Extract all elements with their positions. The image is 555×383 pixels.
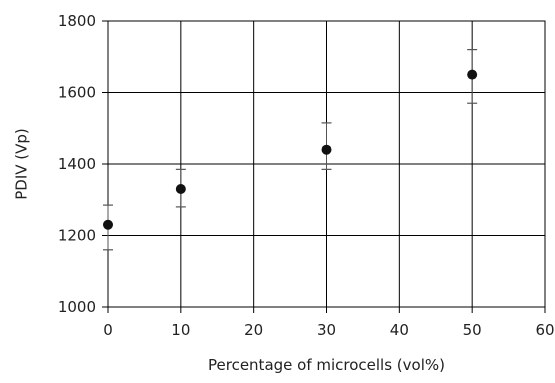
y-tick-label: 1200 bbox=[58, 227, 96, 245]
x-tick-label: 20 bbox=[244, 321, 263, 339]
data-points bbox=[103, 69, 478, 230]
x-tick-label: 50 bbox=[463, 321, 482, 339]
x-tick-label: 0 bbox=[103, 321, 113, 339]
x-tick-label: 40 bbox=[390, 321, 409, 339]
x-tick-label: 30 bbox=[317, 321, 336, 339]
y-axis-title: PDIV (Vp) bbox=[13, 128, 31, 200]
data-point bbox=[321, 144, 332, 155]
data-point bbox=[175, 184, 186, 195]
data-point bbox=[467, 69, 478, 80]
y-tick-label: 1400 bbox=[58, 155, 96, 173]
x-axis-ticks: 0 10 20 30 40 50 60 bbox=[103, 307, 555, 339]
y-tick-label: 1000 bbox=[58, 298, 96, 316]
y-tick-label: 1800 bbox=[58, 12, 96, 30]
error-bars bbox=[103, 48, 478, 251]
y-tick-label: 1600 bbox=[58, 84, 96, 102]
y-axis-ticks: 1000 1200 1400 1600 1800 bbox=[58, 12, 108, 316]
x-tick-label: 10 bbox=[171, 321, 190, 339]
data-point bbox=[103, 219, 113, 230]
x-tick-label: 60 bbox=[535, 321, 554, 339]
x-axis-title: Percentage of microcells (vol%) bbox=[208, 356, 445, 374]
